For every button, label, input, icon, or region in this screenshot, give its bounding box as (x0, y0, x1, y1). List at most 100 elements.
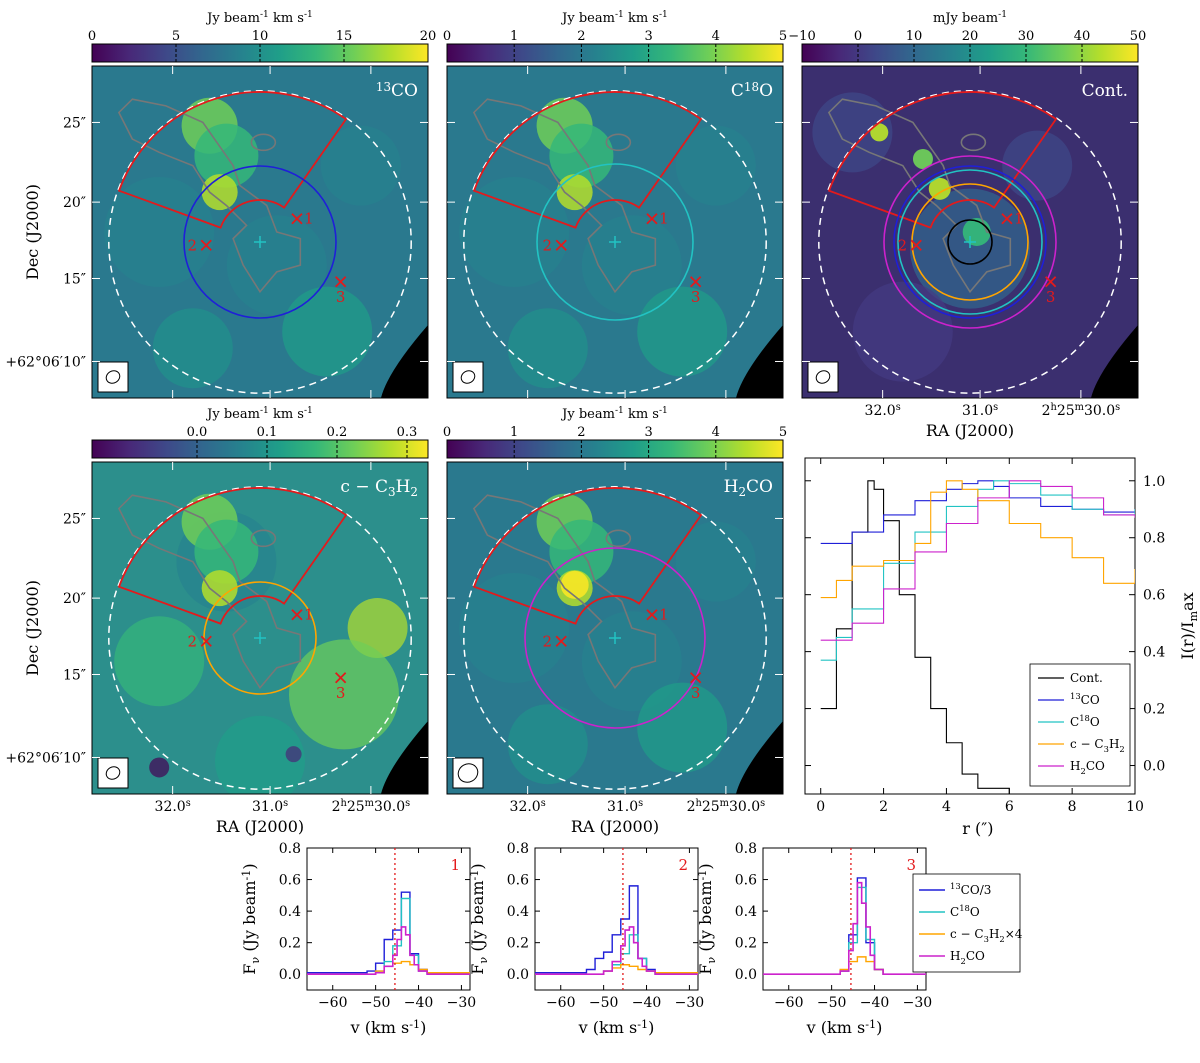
map-texture-1 (581, 215, 682, 316)
ra-tick-label: 31.0s (962, 402, 998, 419)
colorbar-tick-label: 15 (336, 29, 353, 44)
source-marker-2 (555, 239, 567, 251)
contour-line (117, 494, 302, 690)
map-emission-1 (912, 148, 933, 169)
colorbar-label: Jy beam-1 km s-1 (205, 406, 313, 422)
y-axis-label: I(r)/Imax (1178, 592, 1200, 659)
source-marker-2 (555, 635, 567, 647)
y-tick-label: 0.6 (279, 873, 301, 889)
source-label-3: 3 (1046, 288, 1056, 306)
map-texture-0 (459, 177, 570, 287)
panel-label: 1 (450, 856, 460, 874)
x-tick-label: 2 (879, 799, 888, 815)
field-circle (108, 90, 412, 394)
colorbar-tick-label: 0.2 (327, 425, 348, 440)
contour-line (117, 98, 302, 294)
map-texture-2 (637, 286, 728, 377)
y-axis-label: Fν (Jy beam-1) (240, 863, 262, 974)
y-tick-label: 0.8 (1143, 531, 1165, 547)
series-group (307, 891, 470, 976)
beam-ellipse (460, 370, 476, 384)
map-texture-3 (507, 308, 588, 389)
legend-label-0: Cont. (1070, 671, 1103, 685)
ra-axis-label: RA (J2000) (926, 421, 1014, 440)
map-edge-mask (1090, 324, 1138, 398)
aperture-cyan (897, 169, 1043, 315)
map-emission-2 (201, 570, 238, 607)
x-axis-label: r (″) (962, 819, 993, 838)
map-texture-5 (149, 757, 170, 778)
x-tick-label: −50 (361, 995, 391, 1011)
y-tick-label: 0.2 (735, 936, 757, 952)
map-texture-3 (852, 281, 953, 382)
legend-label-2: C18O (1070, 713, 1100, 729)
colorbar-tick-label: 4 (712, 29, 720, 44)
legend-label-4: H2CO (1070, 759, 1105, 776)
x-tick-label: −50 (817, 995, 847, 1011)
spectrum-panel-2: −60 −50 −40 −30 0.0 0.2 0.4 0.6 0.8 2 v (km s-1) Fν… (468, 841, 704, 1037)
colorbar-tick-label: 2 (577, 425, 585, 440)
x-tick-label: 10 (1126, 799, 1144, 815)
legend-label-1: C18O (950, 903, 980, 919)
map-image: 1 2 3 (92, 66, 428, 398)
ra-tick-label: 31.0s (607, 798, 643, 815)
map-panel-4: 1 2 3 c − C3H2 25″ 20″ 15″ +62°06′10″ Dec (J2000… (5, 406, 429, 836)
y-tick-label: 1.0 (1143, 474, 1165, 490)
center-marker (964, 236, 976, 248)
beam-ellipse (105, 766, 121, 780)
map-image: 1 2 3 (92, 462, 428, 794)
x-tick-label: 8 (1068, 799, 1077, 815)
ra-tick-label: 2h25m30.0s (1042, 402, 1121, 419)
aperture-cyan (536, 163, 694, 321)
map-emission-2 (556, 174, 593, 211)
map-texture-0 (114, 616, 205, 707)
legend-label-1: 13CO (1070, 691, 1100, 707)
series-line-3 (763, 881, 926, 976)
field-circle (818, 90, 1122, 394)
beam-ellipse (457, 763, 479, 783)
colorbar-tick-label: 50 (1130, 29, 1147, 44)
contour-peak (960, 133, 987, 152)
colorbar-tick-label: 40 (1074, 29, 1091, 44)
map-texture-1 (226, 215, 327, 316)
colorbar-label: Jy beam-1 km s-1 (560, 10, 668, 26)
beam-box (807, 361, 839, 393)
map-emission-2 (928, 177, 951, 200)
x-tick-label: 6 (1005, 799, 1014, 815)
ra-tick-label: 32.0s (865, 402, 901, 419)
x-tick-label: −30 (675, 995, 705, 1011)
x-tick-label: −30 (447, 995, 477, 1011)
beam-ellipse (105, 370, 121, 384)
map-image: 1 2 3 (447, 66, 783, 398)
plot-frame (534, 847, 699, 991)
colorbar-tick-label: 3 (644, 29, 652, 44)
map-texture-2 (637, 682, 728, 773)
field-circle (463, 90, 767, 394)
colorbar-tick-label: 10 (252, 29, 269, 44)
ra-axis-label: RA (J2000) (216, 817, 304, 836)
center-marker (254, 632, 266, 644)
source-marker-3 (690, 672, 702, 684)
source-label-1: 1 (659, 606, 669, 624)
source-label-2: 2 (897, 236, 907, 254)
contour-line (472, 494, 657, 690)
aperture-blue (893, 165, 1047, 319)
source-marker-3 (1045, 276, 1057, 288)
dec-tick-label: 25″ (63, 511, 86, 527)
map-texture-4 (675, 125, 756, 206)
map-emission-2 (201, 174, 238, 211)
contour-line (827, 98, 1012, 294)
map-texture-1 (581, 611, 682, 712)
radial-profile-panel: 0 2 4 6 8 10 0.0 0.2 0.4 0.6 0.8 1.0 r (″) I(r)/Imax C… (804, 457, 1200, 838)
y-tick-label: 0.0 (735, 967, 757, 983)
panel-label: C18O (731, 80, 773, 101)
wedge-region (472, 487, 703, 625)
colorbar-tick-label: 2 (577, 29, 585, 44)
map-emission-3 (560, 570, 589, 599)
colorbar-tick-label: 0 (854, 29, 862, 44)
panel-label: 3 (906, 856, 916, 874)
source-marker-2 (910, 239, 922, 251)
beam-ellipse (815, 370, 831, 384)
map-frame (446, 65, 784, 399)
